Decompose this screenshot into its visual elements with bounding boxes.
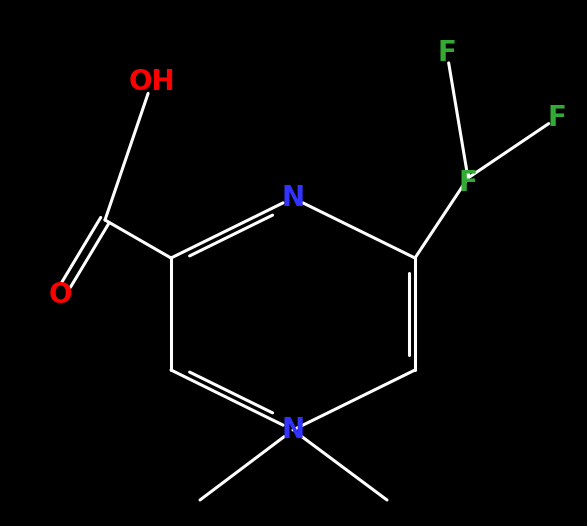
Text: N: N (281, 416, 305, 444)
Text: F: F (548, 104, 566, 132)
Text: O: O (48, 281, 72, 309)
Text: F: F (437, 39, 457, 67)
Text: N: N (281, 184, 305, 212)
Text: F: F (458, 169, 477, 197)
Text: OH: OH (129, 68, 176, 96)
